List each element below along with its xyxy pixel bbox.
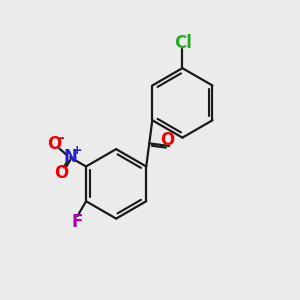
Text: Cl: Cl [174, 34, 192, 52]
Text: O: O [47, 135, 61, 153]
Text: -: - [58, 130, 64, 145]
Text: +: + [71, 144, 82, 158]
Text: N: N [63, 148, 77, 166]
Text: O: O [54, 164, 68, 182]
Text: F: F [72, 213, 83, 231]
Text: O: O [160, 131, 174, 149]
